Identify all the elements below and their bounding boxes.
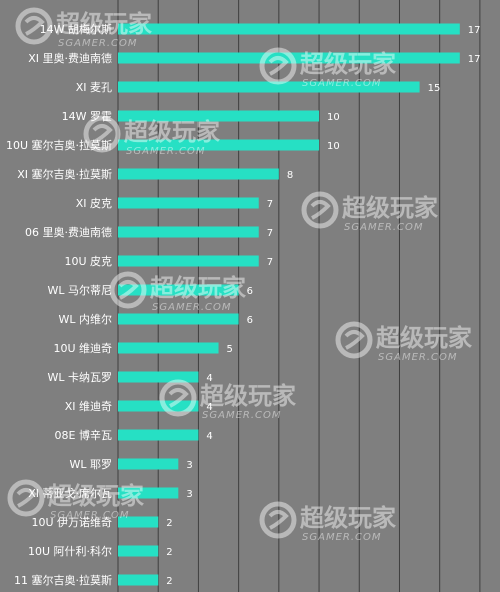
category-label: 10U 皮克 <box>64 255 112 268</box>
category-label: 08E 博辛瓦 <box>55 428 112 442</box>
data-label: 17 <box>468 54 481 65</box>
bar <box>118 168 279 180</box>
bar <box>118 429 199 441</box>
data-label: 17 <box>468 25 481 36</box>
category-label: 10U 维迪奇 <box>53 342 112 355</box>
bar <box>118 23 460 35</box>
category-label: XI 蒂亚戈·席尔瓦 <box>28 486 112 500</box>
category-label: WL 内维尔 <box>58 312 112 326</box>
data-label: 2 <box>166 576 172 587</box>
category-label: WL 卡纳瓦罗 <box>47 371 112 384</box>
bar <box>118 400 199 412</box>
bar <box>118 545 159 557</box>
data-label: 7 <box>267 199 273 210</box>
data-label: 15 <box>428 83 441 94</box>
category-label: XI 麦孔 <box>76 81 112 94</box>
category-label: 14W 胡梅尔斯 <box>40 22 112 36</box>
category-label: 06 里奥·费迪南德 <box>25 225 112 239</box>
data-label: 2 <box>166 547 172 558</box>
category-label: 10U 塞尔吉奥·拉莫斯 <box>6 138 112 152</box>
bar <box>118 458 179 470</box>
bar <box>118 371 199 383</box>
bar <box>118 487 179 499</box>
category-label: XI 塞尔吉奥·拉莫斯 <box>17 167 112 181</box>
data-label: 4 <box>206 431 212 442</box>
value-labels: 17 17 15 10 10 8 7 7 7 6 6 5 4 4 4 3 3 2 2 2 <box>166 25 480 587</box>
data-label: 7 <box>267 257 273 268</box>
bar <box>118 81 420 93</box>
bar <box>118 197 259 209</box>
data-label: 4 <box>206 402 212 413</box>
category-label: 10U 伊万诺维奇 <box>31 516 112 529</box>
category-label: 14W 罗霍 <box>62 110 112 123</box>
data-label: 5 <box>227 344 233 355</box>
data-label: 10 <box>327 112 340 123</box>
bar <box>118 52 460 64</box>
data-label: 2 <box>166 518 172 529</box>
data-label: 3 <box>186 460 192 471</box>
category-label: XI 维迪奇 <box>65 400 112 413</box>
data-label: 4 <box>206 373 212 384</box>
data-label: 6 <box>247 315 253 326</box>
bar <box>118 574 159 586</box>
data-label: 10 <box>327 141 340 152</box>
bar <box>118 313 239 325</box>
bar <box>118 255 259 267</box>
category-label: WL 耶罗 <box>69 458 112 471</box>
category-labels: 14W 胡梅尔斯 XI 里奥·费迪南德 XI 麦孔 14W 罗霍 10U 塞尔吉奥·拉莫… <box>6 22 112 587</box>
bar <box>118 110 320 122</box>
category-label: XI 里奥·费迪南德 <box>28 51 112 65</box>
data-label: 3 <box>186 489 192 500</box>
category-label: 11 塞尔吉奥·拉莫斯 <box>14 573 112 587</box>
bars-group <box>118 23 460 586</box>
category-label: 10U 阿什利·科尔 <box>28 544 112 558</box>
bar <box>118 139 320 151</box>
data-label: 7 <box>267 228 273 239</box>
bar <box>118 342 219 354</box>
category-label: WL 马尔蒂尼 <box>47 284 112 297</box>
data-label: 8 <box>287 170 293 181</box>
bar <box>118 226 259 238</box>
data-label: 6 <box>247 286 253 297</box>
bar <box>118 516 159 528</box>
bar <box>118 284 239 296</box>
category-label: XI 皮克 <box>76 197 112 210</box>
